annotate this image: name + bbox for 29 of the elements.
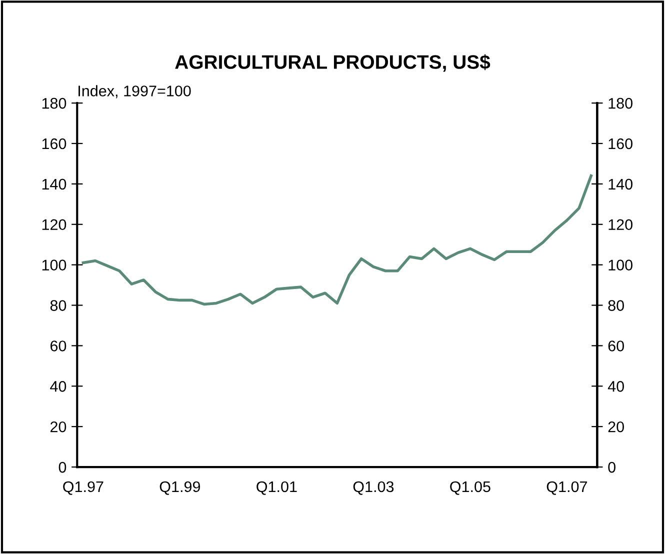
y2-tick-label: 140: [608, 178, 632, 190]
y2-tick-label: 20: [608, 421, 624, 432]
y-tick-label: 160: [42, 138, 66, 150]
y-tick-label: 80: [50, 300, 66, 311]
y-tick-label: 100: [42, 260, 66, 270]
y2-tick-label: 100: [608, 260, 632, 270]
y-tick-label: 140: [42, 178, 66, 190]
x-tick-label: Q1.07: [546, 481, 587, 495]
y2-tick-label: 180: [608, 98, 632, 109]
y2-tick-label: 80: [608, 300, 624, 311]
x-tick-label: Q1.05: [450, 481, 490, 495]
y-tick-label: 40: [50, 381, 66, 392]
y-tick-label: 60: [50, 340, 66, 352]
x-tick-label: Q1.03: [353, 481, 394, 495]
y-axis-title: Index, 1997=100: [78, 85, 191, 98]
chart-title: AGRICULTURAL PRODUCTS, US$: [175, 54, 490, 72]
y2-tick-label: 120: [608, 219, 632, 230]
line-series: [82, 174, 593, 306]
x-tick-label: Q1.01: [256, 481, 297, 495]
y2-tick-label: 0: [608, 462, 616, 473]
y2-tick-label: 40: [608, 381, 624, 392]
y-tick-label: 0: [58, 462, 66, 473]
x-tick-label: Q1.97: [63, 481, 104, 495]
x-tick-label: Q1.99: [160, 481, 200, 495]
y-tick-label: 20: [50, 421, 66, 432]
y2-tick-label: 60: [608, 340, 624, 352]
y2-tick-label: 160: [608, 138, 632, 150]
y-tick-label: 120: [42, 219, 66, 230]
y-tick-label: 180: [42, 98, 66, 109]
